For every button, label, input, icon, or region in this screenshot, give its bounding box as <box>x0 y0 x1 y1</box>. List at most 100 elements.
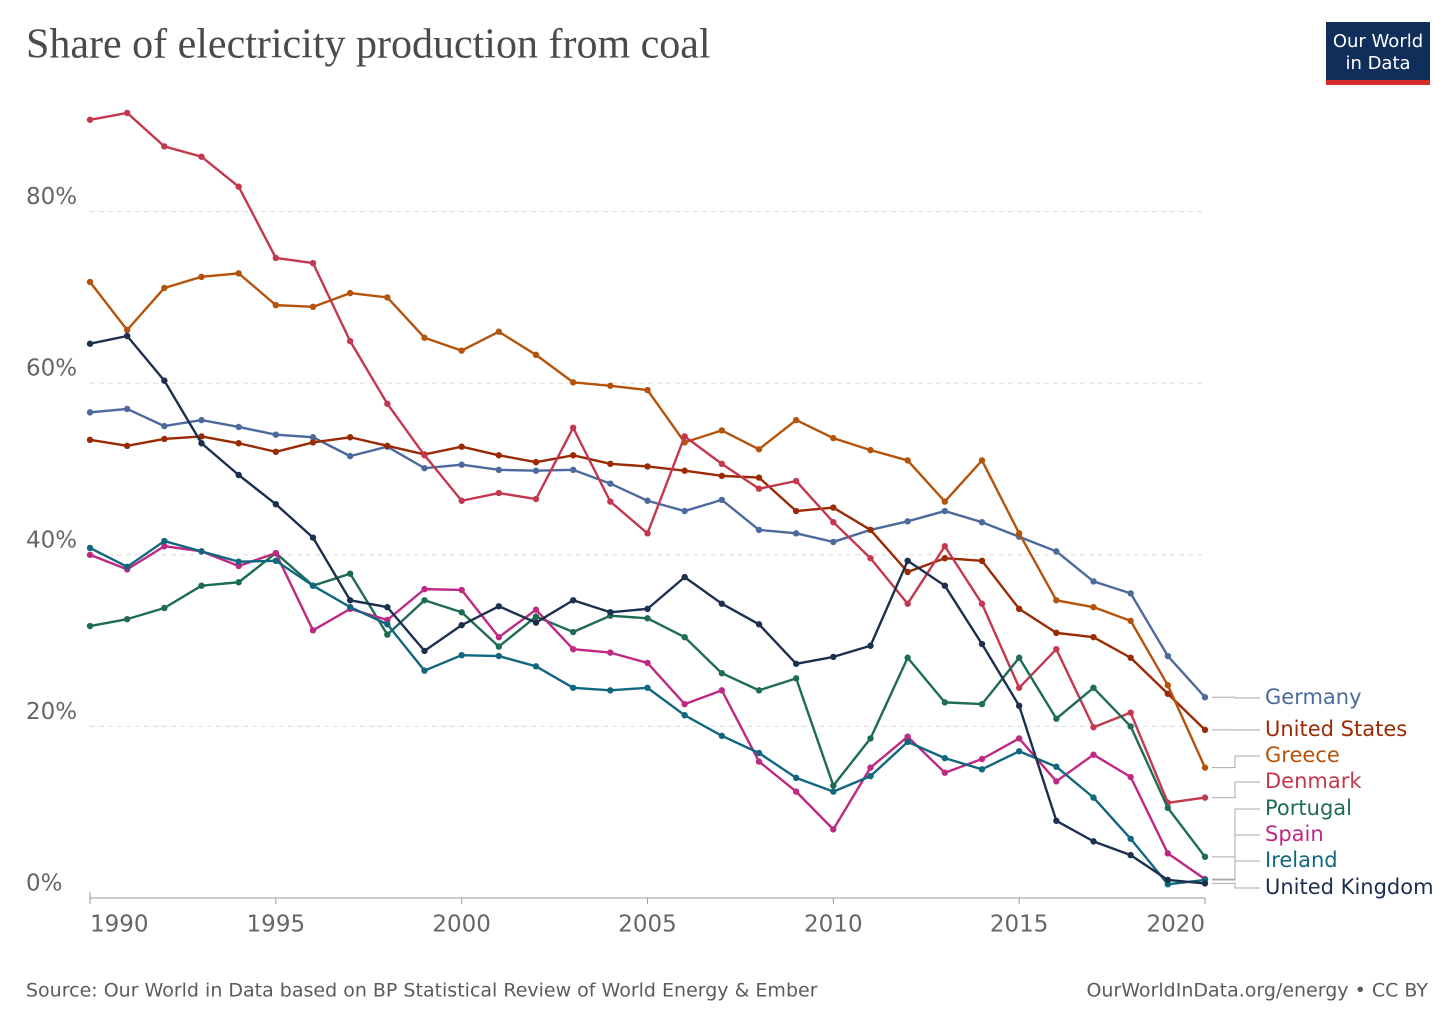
data-point <box>867 446 874 454</box>
credit: OurWorldInData.org/energy • CC BY <box>1086 980 1428 1002</box>
data-point <box>532 495 540 503</box>
x-tick-label: 2015 <box>990 912 1049 938</box>
data-point <box>309 434 317 441</box>
data-point <box>904 738 911 746</box>
data-point <box>86 622 94 630</box>
data-point <box>421 667 428 674</box>
data-point <box>718 600 726 607</box>
data-point <box>198 433 205 440</box>
data-point <box>1053 645 1060 653</box>
data-point <box>532 613 540 620</box>
data-point <box>904 518 911 525</box>
data-point <box>978 600 986 607</box>
data-point <box>644 684 651 691</box>
data-point <box>198 582 205 589</box>
data-point <box>532 351 540 359</box>
data-point <box>123 109 131 117</box>
data-point <box>421 452 428 459</box>
data-point <box>1127 709 1134 716</box>
data-point <box>718 472 726 480</box>
data-point <box>86 544 94 552</box>
data-point <box>755 758 763 765</box>
data-point <box>607 687 614 694</box>
logo-box <box>1326 22 1430 80</box>
data-point <box>607 498 614 505</box>
data-point <box>718 460 726 468</box>
data-point <box>384 400 391 407</box>
data-point <box>941 769 949 776</box>
data-point <box>792 774 800 782</box>
data-point <box>123 615 131 623</box>
data-point <box>421 334 428 341</box>
data-point <box>458 443 465 450</box>
legend-label: United States <box>1265 717 1407 741</box>
data-point <box>830 788 837 795</box>
data-point <box>1053 629 1060 637</box>
logo-text: in Data <box>1345 53 1410 74</box>
data-point <box>941 507 949 515</box>
data-point <box>1164 690 1172 697</box>
data-point <box>86 340 94 347</box>
data-point <box>681 712 688 719</box>
data-point <box>569 452 577 459</box>
data-point <box>384 631 391 638</box>
leader-line <box>1212 808 1260 858</box>
data-point <box>272 301 280 309</box>
data-point <box>1090 838 1097 845</box>
data-point <box>792 530 800 537</box>
data-point <box>792 477 800 485</box>
x-tick-label: 1995 <box>247 912 306 938</box>
data-point <box>346 597 354 604</box>
logo-text: Our World <box>1333 31 1423 52</box>
data-point <box>867 555 874 562</box>
data-point <box>161 284 168 292</box>
data-point <box>941 543 949 550</box>
data-point <box>198 416 205 424</box>
legend-label: Germany <box>1265 685 1362 709</box>
data-point <box>718 687 726 694</box>
legend-label: Greece <box>1265 743 1340 767</box>
data-point <box>235 558 242 565</box>
data-point <box>384 621 391 628</box>
data-point <box>569 684 577 691</box>
data-point <box>495 643 503 650</box>
data-point <box>904 654 911 661</box>
data-point <box>1127 835 1134 842</box>
y-tick-label: 60% <box>26 356 77 382</box>
data-point <box>978 518 986 526</box>
data-point <box>161 422 168 430</box>
data-point <box>346 452 354 460</box>
data-point <box>718 670 726 677</box>
data-point <box>607 480 614 487</box>
data-point <box>1053 778 1060 785</box>
data-point <box>495 328 503 335</box>
data-point <box>569 466 577 474</box>
data-point <box>86 278 94 286</box>
data-point <box>421 647 428 655</box>
data-point <box>1201 764 1209 771</box>
data-point <box>235 423 242 431</box>
data-point <box>644 615 651 622</box>
data-point <box>867 772 874 780</box>
x-tick-label: 1990 <box>90 912 149 938</box>
data-point <box>532 458 540 466</box>
data-point <box>198 273 205 281</box>
data-point <box>607 460 614 468</box>
data-point <box>1164 652 1172 660</box>
data-point <box>867 764 874 771</box>
data-point <box>421 585 428 593</box>
data-point <box>161 537 168 545</box>
data-point <box>123 442 131 450</box>
data-point <box>644 659 651 667</box>
data-point <box>830 826 837 833</box>
data-point <box>1164 804 1172 812</box>
data-point <box>272 431 280 438</box>
data-point <box>830 653 837 661</box>
data-point <box>978 457 986 464</box>
data-point <box>569 645 577 653</box>
logo-stripe <box>1326 80 1430 85</box>
data-point <box>904 568 911 576</box>
data-point <box>346 570 354 577</box>
data-point <box>755 474 763 481</box>
